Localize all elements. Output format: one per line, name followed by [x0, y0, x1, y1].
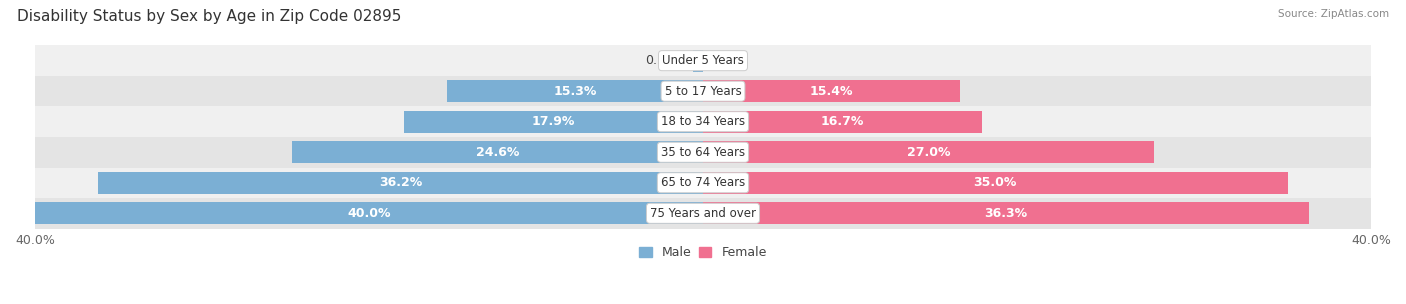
Text: 0.0%: 0.0% [711, 54, 744, 67]
Bar [703, 172, 1288, 194]
Bar [693, 50, 703, 72]
Bar [35, 198, 1371, 229]
Text: 5 to 17 Years: 5 to 17 Years [665, 85, 741, 98]
Text: Source: ZipAtlas.com: Source: ZipAtlas.com [1278, 9, 1389, 19]
Text: 65 to 74 Years: 65 to 74 Years [661, 176, 745, 189]
Bar [35, 76, 1371, 106]
Text: 16.7%: 16.7% [821, 115, 865, 128]
Text: Under 5 Years: Under 5 Years [662, 54, 744, 67]
Bar [447, 80, 703, 102]
Text: Disability Status by Sex by Age in Zip Code 02895: Disability Status by Sex by Age in Zip C… [17, 9, 401, 24]
Text: 0.57%: 0.57% [645, 54, 685, 67]
Bar [35, 137, 1371, 168]
Bar [703, 202, 1309, 224]
Text: 75 Years and over: 75 Years and over [650, 207, 756, 220]
Bar [35, 168, 1371, 198]
Bar [703, 141, 1154, 163]
Bar [404, 111, 703, 133]
Text: 27.0%: 27.0% [907, 146, 950, 159]
Text: 18 to 34 Years: 18 to 34 Years [661, 115, 745, 128]
Bar [292, 141, 703, 163]
Text: 40.0%: 40.0% [347, 207, 391, 220]
Bar [35, 106, 1371, 137]
Text: 17.9%: 17.9% [531, 115, 575, 128]
Text: 15.4%: 15.4% [810, 85, 853, 98]
Legend: Male, Female: Male, Female [636, 242, 770, 263]
Text: 36.2%: 36.2% [380, 176, 422, 189]
Text: 36.3%: 36.3% [984, 207, 1028, 220]
Bar [703, 111, 981, 133]
Bar [98, 172, 703, 194]
Bar [35, 202, 703, 224]
Text: 35.0%: 35.0% [973, 176, 1017, 189]
Text: 24.6%: 24.6% [475, 146, 519, 159]
Bar [703, 80, 960, 102]
Bar [35, 45, 1371, 76]
Text: 35 to 64 Years: 35 to 64 Years [661, 146, 745, 159]
Text: 15.3%: 15.3% [554, 85, 598, 98]
